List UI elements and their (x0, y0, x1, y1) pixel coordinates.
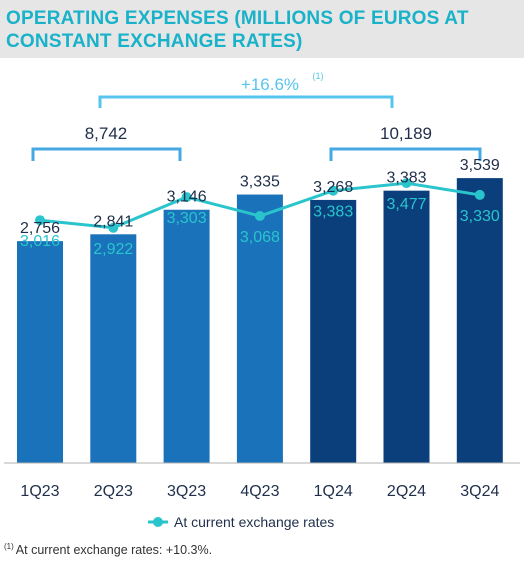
bar-label-1q24: 3,268 (313, 179, 353, 196)
bar-label-2q23: 2,841 (93, 213, 133, 230)
bar-2q24 (383, 190, 430, 463)
total-2023-label: 8,742 (85, 124, 128, 143)
line-label-2q23: 2,922 (93, 241, 133, 258)
bar-2q23 (90, 234, 137, 463)
line-point-2q24 (401, 178, 412, 189)
line-label-1q24: 3,383 (313, 204, 353, 221)
footnote-marker: (1) (4, 542, 14, 551)
footnote: (1) At current exchange rates: +10.3%. (4, 542, 213, 557)
line-label-1q23: 3,016 (20, 233, 60, 250)
total-2024-bracket (329, 147, 482, 161)
total-2024-label: 10,189 (380, 124, 432, 143)
x-tick-3q23: 3Q23 (167, 483, 206, 500)
line-label-3q24: 3,330 (460, 208, 500, 225)
bars (17, 178, 503, 463)
x-tick-4q23: 4Q23 (240, 483, 279, 500)
bar-label-3q23: 3,146 (167, 189, 207, 206)
legend-marker (153, 517, 163, 527)
bar-label-1q23: 2,756 (20, 220, 60, 237)
total-2023-bracket (31, 147, 182, 161)
x-tick-2q23: 2Q23 (94, 483, 133, 500)
line-label-3q23: 3,303 (167, 210, 207, 227)
line-label-4q23: 3,068 (240, 229, 280, 246)
brackets: +16.6% (1) 8,742 10,189 (31, 71, 482, 161)
line-point-4q23 (254, 211, 265, 222)
line-point-1q24 (328, 185, 339, 196)
x-tick-1q23: 1Q23 (20, 483, 59, 500)
bar-4q23 (236, 194, 283, 463)
line-point-3q24 (474, 189, 485, 200)
chart-title: OPERATING EXPENSES (MILLIONS OF EUROS AT… (6, 8, 469, 52)
title-banner: OPERATING EXPENSES (MILLIONS OF EUROS AT… (0, 0, 524, 58)
bar-label-2q24: 3,383 (386, 170, 426, 187)
bar-label-3q24: 3,539 (460, 157, 500, 174)
x-tick-2q24: 2Q24 (387, 483, 426, 500)
bar-3q24 (456, 178, 503, 463)
x-tick-1q24: 1Q24 (314, 483, 353, 500)
growth-footnote-marker: (1) (313, 71, 324, 81)
bar-3q23 (163, 209, 210, 463)
legend: At current exchange rates (148, 514, 334, 530)
chart-area: +16.6% (1) 8,742 10,189 2,756 2,8413,1463… (4, 71, 520, 530)
growth-bracket (98, 95, 394, 108)
bar-1q23 (17, 241, 63, 463)
growth-label: +16.6% (241, 75, 299, 94)
legend-label: At current exchange rates (174, 514, 334, 530)
line-labels: 3,016 2,922 3,303 3,068 3,383 3,477 3,330 (20, 196, 500, 258)
x-ticks: 1Q23 2Q23 3Q23 4Q23 1Q24 2Q24 3Q24 (20, 483, 499, 500)
bar-labels: 2,756 2,841 3,146 3,335 3,268 3,383 3,539 (20, 157, 500, 237)
bar-label-4q23: 3,335 (240, 174, 280, 191)
line-point-1q23 (35, 215, 45, 226)
bar-1q24 (310, 199, 357, 463)
footnote-text: At current exchange rates: +10.3%. (15, 543, 213, 557)
line-series (35, 178, 485, 233)
line-label-2q24: 3,477 (386, 196, 426, 213)
x-tick-3q24: 3Q24 (460, 483, 499, 500)
line-point-2q23 (108, 222, 119, 233)
line-point-3q23 (181, 192, 192, 203)
